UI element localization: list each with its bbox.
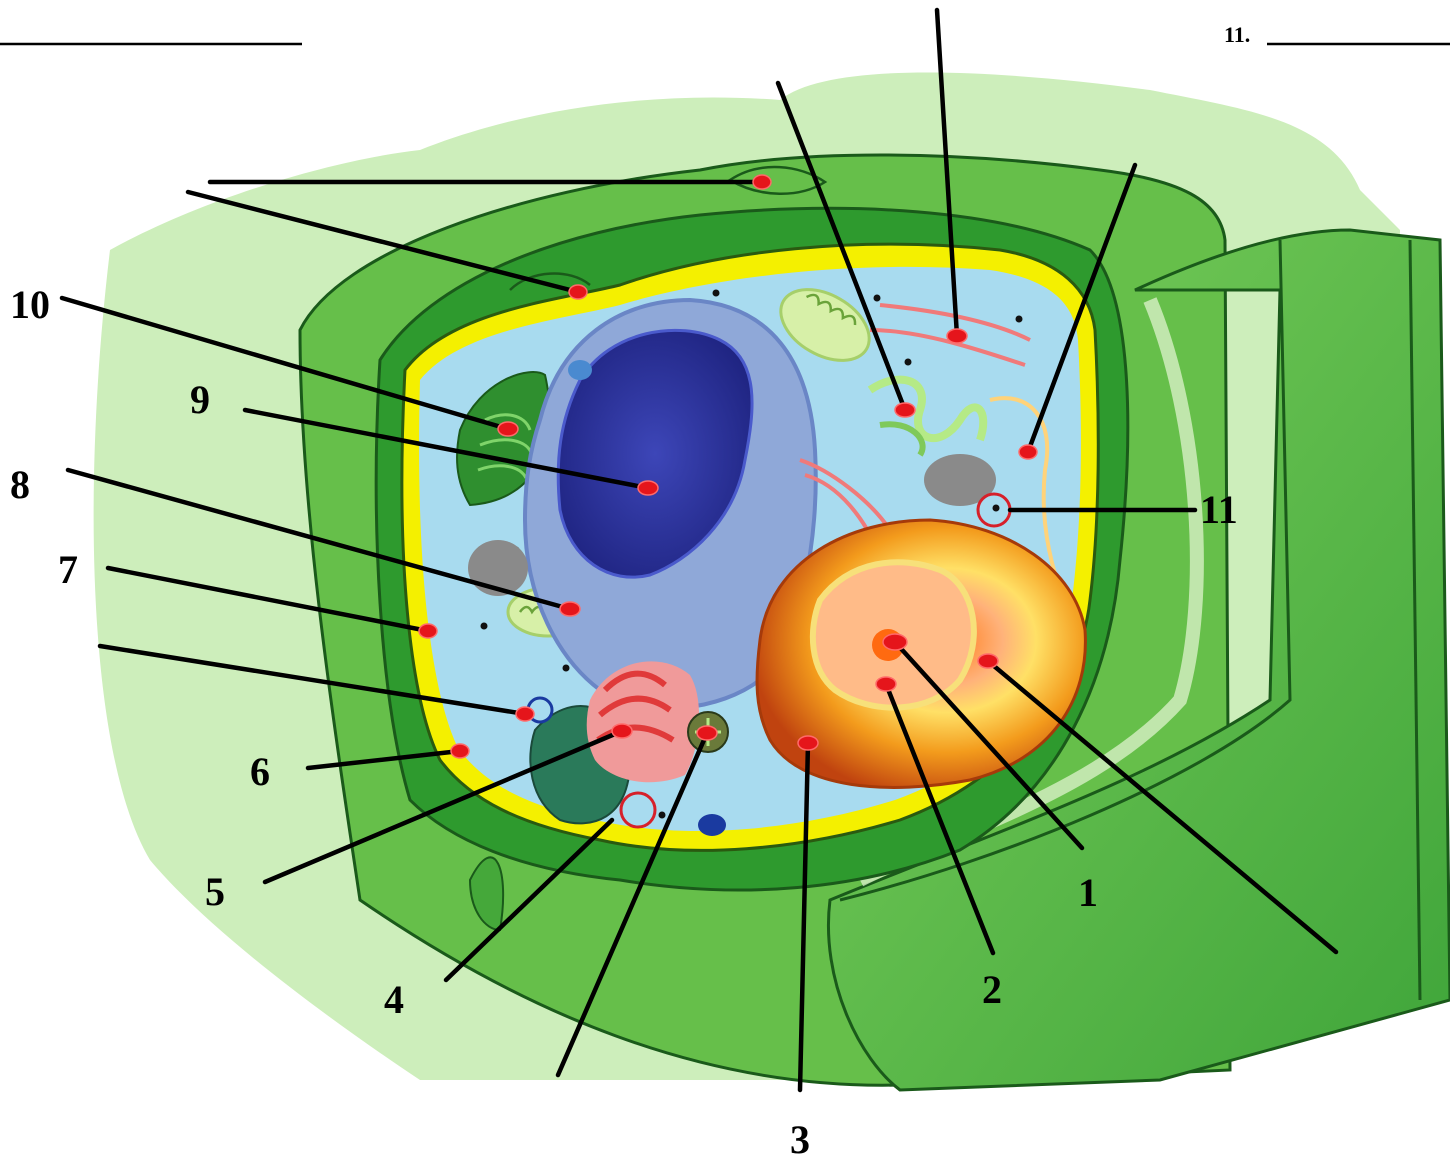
label-9: 9 bbox=[190, 377, 210, 422]
label-7: 7 bbox=[58, 547, 78, 592]
marker-8 bbox=[559, 601, 581, 617]
label-11: 11 bbox=[1200, 487, 1238, 532]
marker-10 bbox=[497, 421, 519, 437]
marker-peroxisome bbox=[696, 725, 718, 741]
label-6: 6 bbox=[250, 749, 270, 794]
marker-plasmodesma bbox=[568, 284, 588, 300]
label-3: 3 bbox=[790, 1117, 810, 1157]
marker-tonoplast bbox=[977, 653, 999, 669]
marker-5 bbox=[611, 723, 633, 739]
marker-er-red bbox=[946, 328, 968, 344]
nucleus bbox=[522, 297, 818, 711]
label-5: 5 bbox=[205, 869, 225, 914]
label-1: 1 bbox=[1078, 870, 1098, 915]
answer-blanks: 11. bbox=[0, 22, 1450, 47]
label-2: 2 bbox=[982, 967, 1002, 1012]
label-8: 8 bbox=[10, 462, 30, 507]
marker-9 bbox=[637, 480, 659, 496]
answer-11-prefix: 11. bbox=[1224, 22, 1250, 47]
vacuole bbox=[755, 518, 1087, 789]
label-4: 4 bbox=[384, 977, 404, 1022]
label-markers bbox=[418, 174, 1038, 759]
label-10: 10 bbox=[10, 282, 50, 327]
endoplasmic-reticulum bbox=[799, 303, 1062, 591]
marker-2 bbox=[875, 676, 897, 692]
vesicles bbox=[468, 360, 996, 836]
number-labels: 10 9 8 7 6 5 4 3 2 1 11 bbox=[10, 282, 1238, 1157]
marker-1 bbox=[882, 633, 908, 651]
marker-er-yellow bbox=[1018, 444, 1038, 460]
marker-golgi-body bbox=[894, 402, 916, 418]
marker-vesicle bbox=[515, 706, 535, 722]
golgi-body bbox=[867, 375, 988, 457]
mitochondrion-top bbox=[779, 288, 871, 362]
marker-3 bbox=[797, 735, 819, 751]
leader-lines bbox=[59, 7, 1339, 1093]
golgi-apparatus bbox=[586, 661, 700, 783]
marker-6 bbox=[450, 743, 470, 759]
marker-wall-pit bbox=[752, 174, 772, 190]
marker-7 bbox=[418, 623, 438, 639]
